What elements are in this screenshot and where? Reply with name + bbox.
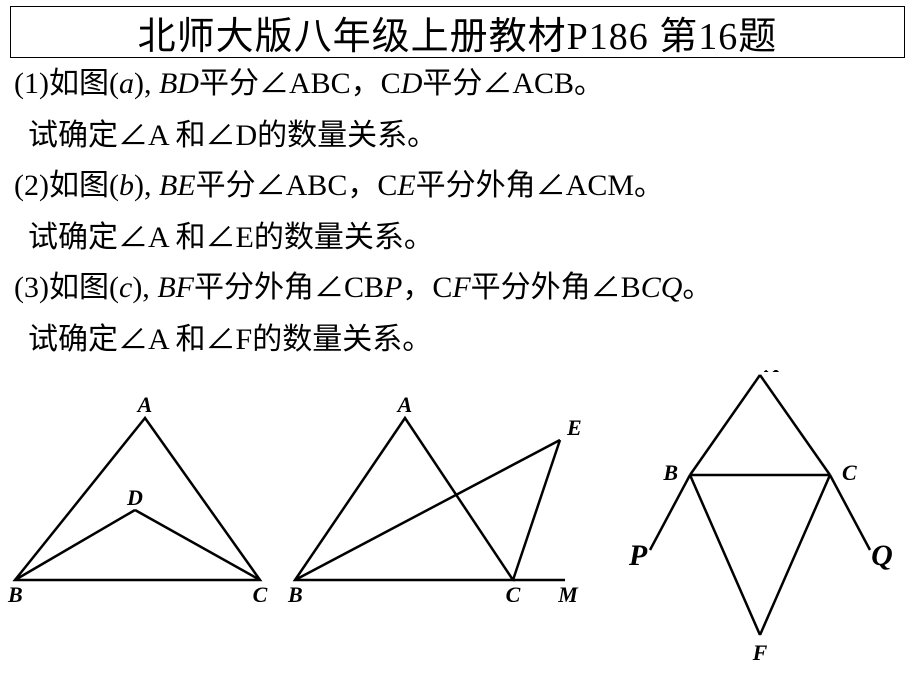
label-b-E: E (566, 415, 582, 440)
label-b-C: C (506, 582, 521, 607)
label-a-D: D (126, 485, 143, 510)
page-title: 北师大版八年级上册教材P186 第16题 (138, 5, 778, 60)
problem-2-line-1: (2)如图(b), BE平分∠ABC，CE平分外角∠ACM。 (14, 168, 664, 204)
problem-2-line-2: 试确定∠A 和∠E的数量关系。 (28, 220, 434, 256)
label-a-A: A (136, 392, 153, 417)
problem-3-line-1: (3)如图(c), BF平分外角∠CBP，CF平分外角∠BCQ。 (14, 270, 712, 306)
label-b-A: A (396, 392, 413, 417)
label-c-C: C (842, 460, 857, 485)
label-c-B: B (662, 460, 678, 485)
label-a-C: C (253, 582, 268, 607)
label-c-F: F (752, 640, 768, 665)
diagrams-svg: A B C D A B C M E A B C (0, 370, 920, 690)
label-b-M: M (557, 582, 579, 607)
label-b-B: B (287, 582, 303, 607)
problem-1-line-1: (1)如图(a), BD平分∠ABC，CD平分∠ACB。 (14, 66, 604, 102)
label-a-B: B (7, 582, 23, 607)
diagram-c: A B C P Q F (628, 370, 893, 665)
title-box: 北师大版八年级上册教材P186 第16题 (10, 6, 905, 58)
label-c-P: P (628, 539, 648, 572)
diagram-b: A B C M E (287, 392, 582, 607)
diagrams-container: A B C D A B C M E A B C (0, 370, 920, 690)
label-c-Q: Q (871, 539, 893, 572)
label-c-A: A (763, 370, 780, 377)
problem-1-line-2: 试确定∠A 和∠D的数量关系。 (28, 118, 437, 154)
diagram-a: A B C D (7, 392, 268, 607)
problem-3-line-2: 试确定∠A 和∠F的数量关系。 (28, 322, 432, 358)
